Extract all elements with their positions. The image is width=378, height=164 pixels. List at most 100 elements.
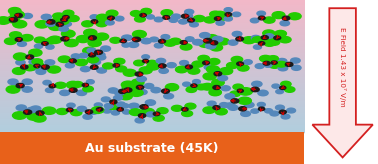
Circle shape: [65, 39, 78, 47]
Circle shape: [220, 14, 232, 20]
Circle shape: [261, 36, 268, 40]
Circle shape: [239, 88, 253, 95]
Circle shape: [132, 79, 144, 86]
Circle shape: [220, 102, 228, 107]
Circle shape: [205, 43, 216, 49]
Circle shape: [0, 17, 10, 24]
Circle shape: [258, 16, 265, 20]
Circle shape: [236, 37, 243, 41]
Circle shape: [226, 62, 238, 69]
Circle shape: [106, 10, 118, 17]
Circle shape: [212, 79, 224, 86]
Text: δ+: δ+: [0, 111, 2, 121]
Circle shape: [220, 68, 233, 75]
Circle shape: [94, 103, 102, 107]
Circle shape: [153, 112, 160, 116]
Circle shape: [133, 31, 146, 38]
Circle shape: [218, 76, 228, 81]
Circle shape: [96, 52, 105, 57]
Circle shape: [192, 80, 200, 84]
Circle shape: [251, 109, 259, 113]
Circle shape: [275, 31, 287, 37]
Circle shape: [233, 84, 243, 90]
Circle shape: [244, 102, 254, 108]
Circle shape: [172, 14, 181, 19]
Circle shape: [187, 18, 195, 22]
Circle shape: [281, 81, 291, 87]
Circle shape: [33, 115, 46, 122]
Circle shape: [207, 101, 216, 106]
Circle shape: [216, 21, 225, 25]
Circle shape: [108, 88, 118, 93]
Circle shape: [146, 15, 154, 19]
Circle shape: [204, 17, 215, 23]
Circle shape: [280, 21, 290, 26]
Circle shape: [69, 59, 76, 63]
Circle shape: [14, 53, 27, 60]
Circle shape: [83, 86, 93, 92]
Circle shape: [77, 106, 87, 111]
Circle shape: [36, 111, 44, 115]
Circle shape: [30, 61, 43, 68]
Circle shape: [257, 102, 265, 107]
Circle shape: [119, 93, 132, 100]
Circle shape: [154, 17, 163, 22]
Circle shape: [277, 58, 287, 64]
Circle shape: [114, 90, 124, 95]
Circle shape: [252, 37, 263, 42]
Circle shape: [95, 50, 102, 54]
Circle shape: [29, 49, 42, 56]
Circle shape: [204, 65, 213, 70]
Circle shape: [42, 107, 56, 114]
Circle shape: [79, 53, 88, 58]
Circle shape: [132, 37, 141, 42]
Circle shape: [214, 11, 226, 17]
Circle shape: [95, 33, 108, 40]
Circle shape: [113, 95, 122, 100]
Circle shape: [237, 65, 249, 71]
Circle shape: [43, 80, 51, 85]
Circle shape: [214, 72, 222, 76]
Circle shape: [265, 34, 274, 38]
Circle shape: [179, 19, 187, 24]
Circle shape: [124, 35, 132, 40]
Circle shape: [55, 17, 65, 22]
Circle shape: [210, 11, 221, 17]
Circle shape: [67, 81, 80, 89]
Circle shape: [51, 18, 62, 25]
Circle shape: [206, 66, 220, 73]
Circle shape: [17, 41, 26, 46]
Circle shape: [32, 59, 43, 65]
Circle shape: [63, 16, 69, 19]
Circle shape: [103, 109, 111, 113]
Circle shape: [230, 91, 240, 97]
Circle shape: [188, 68, 200, 74]
Circle shape: [124, 88, 132, 92]
Circle shape: [120, 39, 126, 43]
Circle shape: [83, 47, 96, 54]
Circle shape: [122, 43, 130, 47]
Circle shape: [135, 72, 143, 76]
Circle shape: [186, 18, 195, 23]
Circle shape: [45, 88, 54, 92]
Circle shape: [83, 114, 92, 119]
Circle shape: [122, 35, 132, 41]
Circle shape: [175, 66, 187, 73]
Circle shape: [60, 90, 70, 95]
Circle shape: [84, 29, 97, 36]
Circle shape: [110, 100, 117, 104]
Circle shape: [141, 8, 152, 14]
Circle shape: [36, 69, 46, 74]
Circle shape: [63, 10, 74, 16]
Circle shape: [82, 21, 93, 27]
Circle shape: [147, 63, 160, 70]
Polygon shape: [312, 8, 373, 157]
Circle shape: [185, 37, 194, 41]
Circle shape: [164, 40, 176, 46]
Circle shape: [113, 64, 119, 67]
Circle shape: [183, 82, 191, 86]
Circle shape: [186, 87, 197, 92]
Circle shape: [6, 86, 20, 93]
Circle shape: [278, 66, 288, 71]
Circle shape: [40, 66, 48, 70]
